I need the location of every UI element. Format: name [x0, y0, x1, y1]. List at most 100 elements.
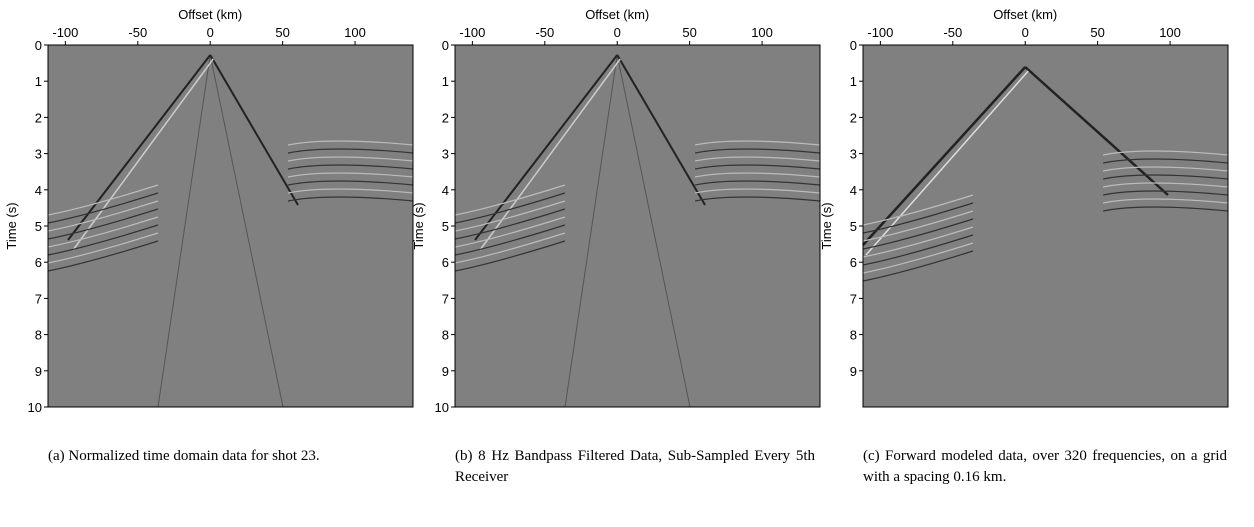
- x-tick-label: 100: [751, 25, 773, 40]
- y-tick-label: 6: [35, 255, 42, 270]
- reflection: [287, 196, 414, 202]
- y-tick-label: 1: [850, 74, 857, 89]
- reflection: [1102, 158, 1229, 164]
- x-tick-label: -50: [535, 25, 554, 40]
- figure: Offset (km)Time (s)-100 -50 0 50 10001234567…: [4, 7, 1229, 415]
- y-tick-label: 8: [442, 328, 449, 343]
- x-tick-label: -100: [459, 25, 485, 40]
- y-tick-label: 5: [35, 219, 42, 234]
- y-tick-label: 8: [850, 328, 857, 343]
- y-tick-label: 5: [442, 219, 449, 234]
- y-tick-label: 9: [35, 364, 42, 379]
- x-tick-label: -50: [128, 25, 147, 40]
- reflection: [862, 250, 974, 282]
- reflection: [862, 226, 974, 258]
- wavefield: [47, 54, 414, 408]
- reflection: [862, 202, 974, 234]
- x-tick-label: 0: [207, 25, 214, 40]
- y-tick-label: 3: [442, 147, 449, 162]
- y-tick-label: 7: [442, 291, 449, 306]
- wavefront: [862, 66, 1027, 246]
- x-axis-label: Offset (km): [993, 7, 1057, 22]
- reflection: [694, 156, 821, 162]
- x-tick-label: 100: [1159, 25, 1181, 40]
- reflection: [454, 240, 566, 272]
- reflection: [454, 208, 566, 240]
- reflection: [862, 210, 974, 242]
- x-tick-label: -50: [943, 25, 962, 40]
- reflection: [862, 194, 974, 226]
- wavefront: [616, 54, 691, 408]
- caption: (c) Forward modeled data, over 320 frequ…: [863, 448, 1227, 485]
- seismic-image: [863, 45, 1228, 407]
- reflection: [862, 242, 974, 274]
- reflection: [287, 172, 414, 178]
- y-tick-label: 4: [35, 183, 42, 198]
- wavefront: [564, 54, 618, 408]
- y-tick-label: 2: [850, 110, 857, 125]
- reflection: [1102, 190, 1229, 196]
- reflection: [1102, 166, 1229, 172]
- y-axis-label: Time (s): [819, 202, 834, 249]
- y-tick-label: 6: [442, 255, 449, 270]
- seismic-image: [455, 45, 820, 407]
- reflection: [694, 164, 821, 170]
- caption: (b) 8 Hz Bandpass Filtered Data, Sub-Sam…: [455, 448, 815, 485]
- reflection: [1102, 150, 1229, 156]
- reflection: [287, 188, 414, 194]
- wavefront: [67, 54, 212, 241]
- y-tick-label: 1: [35, 74, 42, 89]
- y-tick-label: 4: [850, 183, 857, 198]
- wavefront: [209, 54, 284, 408]
- reflection: [47, 184, 159, 216]
- reflection: [862, 218, 974, 250]
- y-tick-label: 10: [435, 400, 449, 415]
- wavefront: [865, 70, 1029, 256]
- reflection: [454, 192, 566, 224]
- reflection: [47, 224, 159, 256]
- wavefront: [479, 58, 621, 251]
- reflection: [694, 196, 821, 202]
- y-tick-label: 7: [35, 291, 42, 306]
- reflection: [694, 188, 821, 194]
- reflection: [47, 216, 159, 248]
- reflection: [287, 156, 414, 162]
- y-tick-label: 0: [850, 38, 857, 53]
- reflection: [454, 184, 566, 216]
- reflection: [287, 164, 414, 170]
- y-tick-label: 3: [850, 147, 857, 162]
- x-tick-label: -100: [52, 25, 78, 40]
- reflection: [287, 148, 414, 154]
- wavefront: [209, 54, 299, 206]
- reflection: [1102, 174, 1229, 180]
- y-axis-label: Time (s): [4, 202, 19, 249]
- reflection: [47, 200, 159, 232]
- wavefield: [454, 54, 821, 408]
- reflection: [454, 200, 566, 232]
- y-tick-label: 7: [850, 291, 857, 306]
- wavefield: [862, 66, 1229, 282]
- y-tick-label: 9: [442, 364, 449, 379]
- x-tick-label: 50: [275, 25, 289, 40]
- y-axis-label: Time (s): [411, 202, 426, 249]
- x-tick-label: 0: [614, 25, 621, 40]
- y-tick-label: 6: [850, 255, 857, 270]
- wavefront: [157, 54, 211, 408]
- x-tick-label: 50: [682, 25, 696, 40]
- reflection: [47, 232, 159, 264]
- x-axis-label: Offset (km): [178, 7, 242, 22]
- reflection: [694, 180, 821, 186]
- reflection: [1102, 198, 1229, 204]
- reflection: [454, 232, 566, 264]
- wavefront: [474, 54, 619, 241]
- reflection: [47, 208, 159, 240]
- y-tick-label: 8: [35, 328, 42, 343]
- y-tick-label: 2: [35, 110, 42, 125]
- x-tick-label: 100: [344, 25, 366, 40]
- reflection: [1102, 182, 1229, 188]
- reflection: [47, 240, 159, 272]
- y-tick-label: 1: [442, 74, 449, 89]
- x-tick-label: 50: [1090, 25, 1104, 40]
- y-tick-label: 3: [35, 147, 42, 162]
